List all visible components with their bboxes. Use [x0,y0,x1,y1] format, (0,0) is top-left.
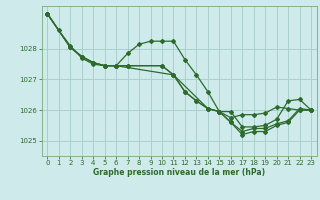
X-axis label: Graphe pression niveau de la mer (hPa): Graphe pression niveau de la mer (hPa) [93,168,265,177]
